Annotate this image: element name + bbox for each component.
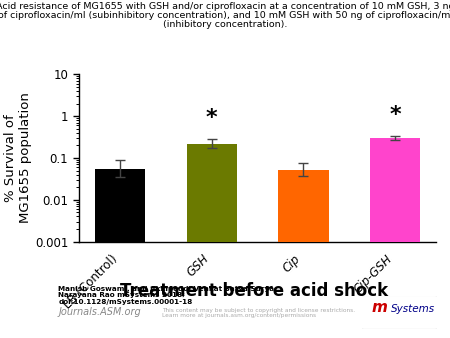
Text: of ciprofloxacin/ml (subinhibitory concentration), and 10 mM GSH with 50 ng of c: of ciprofloxacin/ml (subinhibitory conce…	[0, 11, 450, 20]
Text: Systems: Systems	[391, 304, 435, 314]
Text: *: *	[206, 108, 218, 128]
Text: Acid resistance of MG1655 with GSH and/or ciprofloxacin at a concentration of 10: Acid resistance of MG1655 with GSH and/o…	[0, 2, 450, 11]
Y-axis label: % Survival of
MG1655 population: % Survival of MG1655 population	[4, 93, 32, 223]
Text: This content may be subject to copyright and license restrictions.: This content may be subject to copyright…	[162, 308, 355, 313]
Text: Treatment before acid shock: Treatment before acid shock	[120, 282, 388, 300]
Text: Narayana Rao mSystems 2018;: Narayana Rao mSystems 2018;	[58, 292, 185, 298]
Text: Journals.ASM.org: Journals.ASM.org	[58, 307, 141, 317]
Text: doi:10.1128/mSystems.00001-18: doi:10.1128/mSystems.00001-18	[58, 298, 193, 305]
Text: Learn more at journals.asm.org/content/permissions: Learn more at journals.asm.org/content/p…	[162, 313, 316, 318]
Bar	[187, 144, 237, 338]
Bar	[95, 169, 145, 338]
Bar	[278, 170, 328, 338]
Bar	[370, 138, 420, 338]
Text: m: m	[371, 300, 387, 315]
Text: *: *	[389, 105, 401, 125]
Text: Manish Goswami, and Akkipeddi Venkat Satya Surya: Manish Goswami, and Akkipeddi Venkat Sat…	[58, 286, 274, 292]
Text: (inhibitory concentration).: (inhibitory concentration).	[163, 20, 287, 29]
FancyBboxPatch shape	[358, 295, 441, 330]
